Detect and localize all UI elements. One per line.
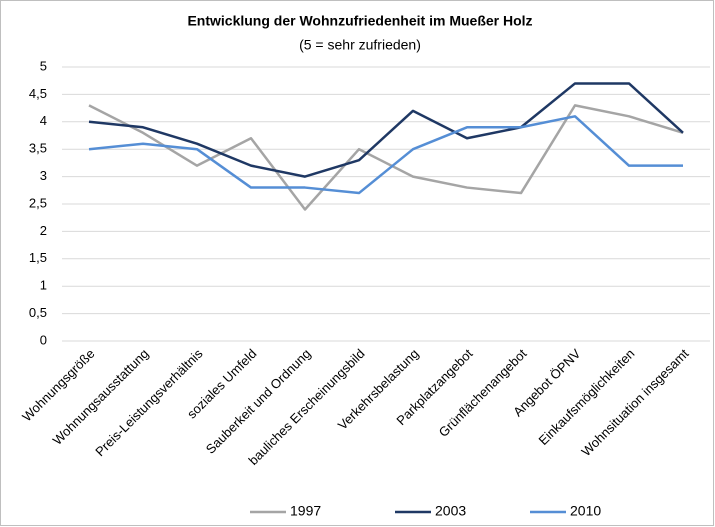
series-line [88,82,684,178]
y-tick-label: 0 [40,332,47,347]
legend-label: 2003 [435,503,466,519]
chart-title: Entwicklung der Wohnzufriedenheit im Mue… [187,13,532,29]
y-tick-label: 5 [40,58,47,73]
legend-label: 1997 [290,503,321,519]
y-tick-label: 4,5 [29,86,47,101]
legend-label: 2010 [570,503,601,519]
y-tick-label: 2 [40,223,47,238]
y-tick-label: 3 [40,168,47,183]
y-tick-label: 2,5 [29,195,47,210]
y-tick-label: 0,5 [29,305,47,320]
y-tick-label: 4 [40,113,47,128]
series-line [88,104,684,211]
y-tick-label: 3,5 [29,141,47,156]
chart-subtitle: (5 = sehr zufrieden) [299,37,421,53]
y-tick-label: 1 [40,278,47,293]
y-tick-label: 1,5 [29,250,47,265]
series-line [88,115,683,195]
